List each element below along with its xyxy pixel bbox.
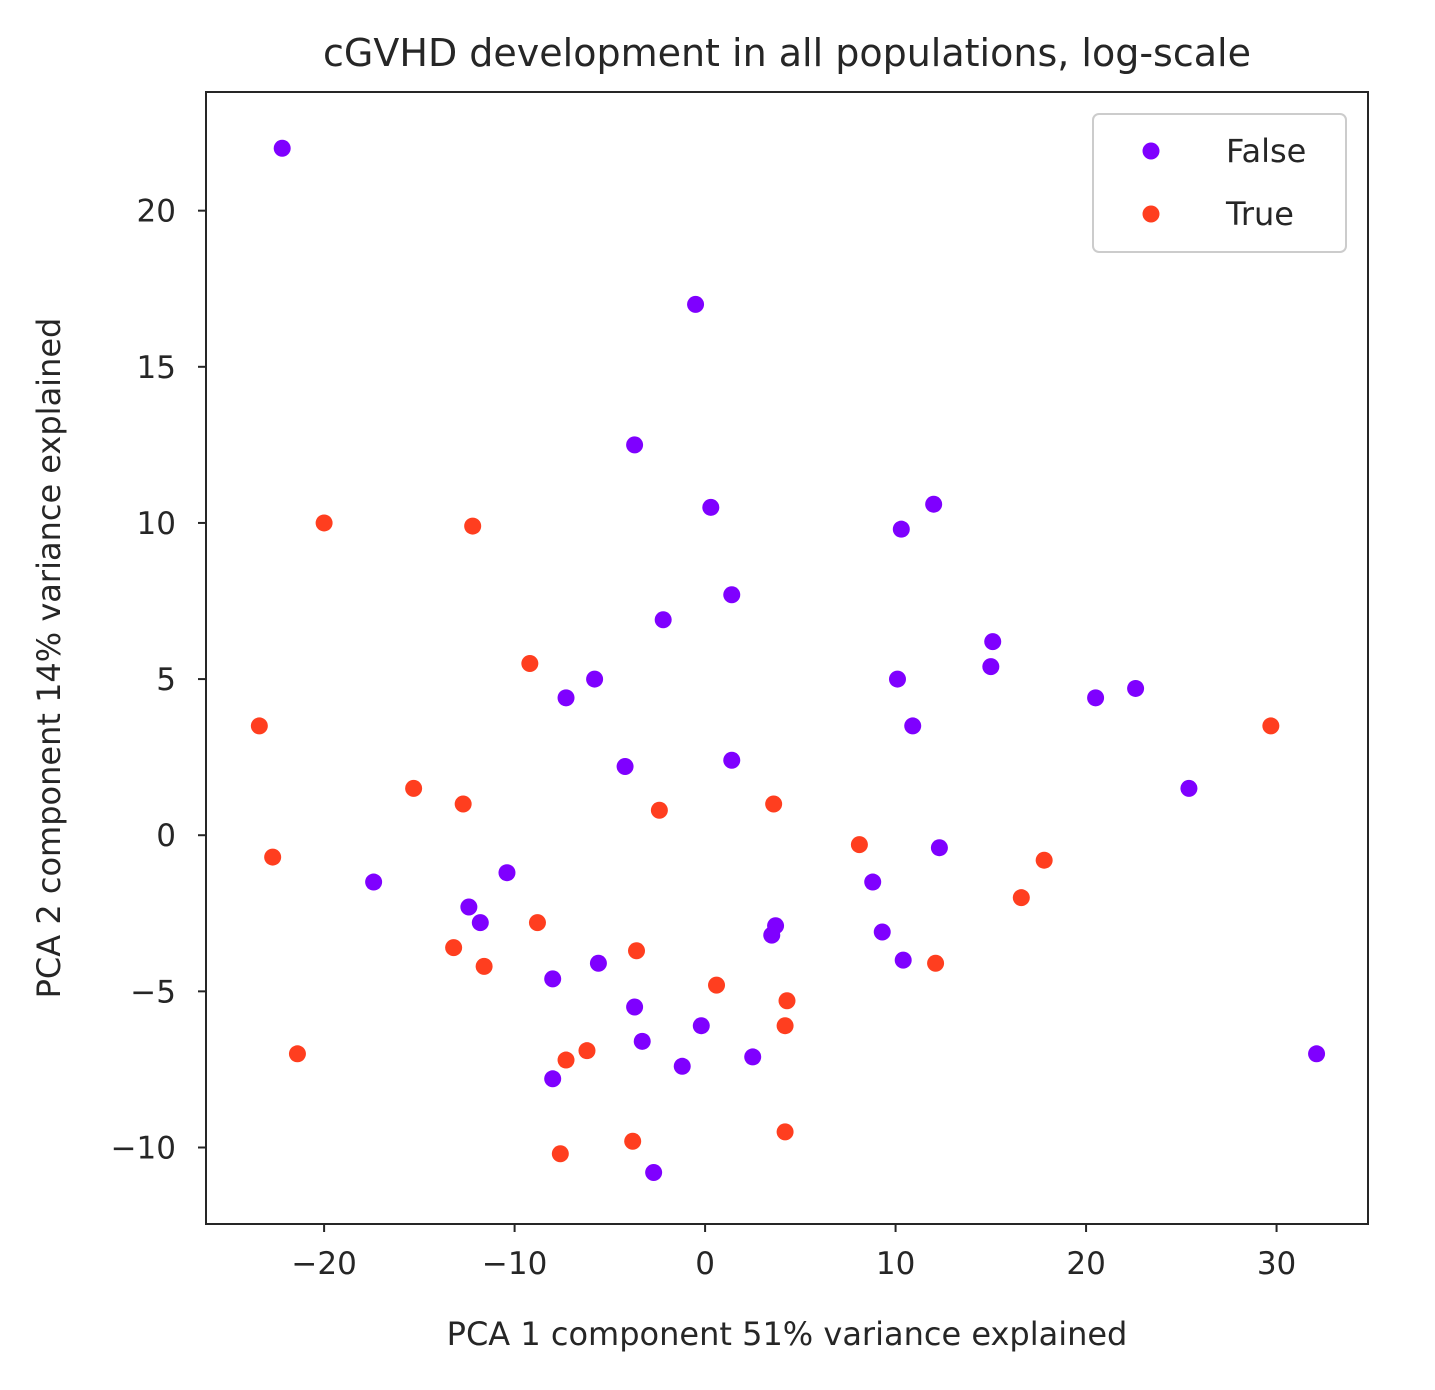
- data-point: [864, 873, 882, 891]
- data-point: [498, 864, 516, 882]
- y-axis-ticks: −10 −5 0 5 10 15 20: [111, 194, 206, 1166]
- data-point: [850, 836, 868, 854]
- data-point: [673, 1057, 691, 1075]
- legend: False True: [1092, 113, 1347, 253]
- data-point: [650, 801, 668, 819]
- legend-label-true: True: [1225, 195, 1294, 233]
- x-axis-label: PCA 1 component 51% variance explained: [447, 1315, 1128, 1353]
- data-point: [626, 436, 644, 454]
- data-point: [405, 779, 423, 797]
- data-point: [930, 839, 948, 857]
- data-points: [250, 139, 1326, 1181]
- x-tick-label: −20: [291, 1246, 356, 1282]
- x-tick-label: 10: [876, 1246, 915, 1282]
- data-point: [744, 1048, 762, 1066]
- data-point: [578, 1042, 596, 1060]
- data-point: [1127, 679, 1145, 697]
- data-point: [521, 654, 539, 672]
- x-tick-label: 20: [1066, 1246, 1105, 1282]
- legend-marker-false: [1142, 142, 1160, 160]
- series-true-points: [250, 514, 1280, 1163]
- data-point: [633, 1032, 651, 1050]
- x-axis-ticks: −20 −10 0 10 20 30: [291, 1224, 1296, 1282]
- data-point: [475, 957, 493, 975]
- data-point: [984, 633, 1002, 651]
- data-point: [723, 751, 741, 769]
- data-point: [708, 976, 726, 994]
- data-point: [624, 1132, 642, 1150]
- legend-box: [1092, 113, 1347, 253]
- data-point: [1308, 1045, 1326, 1063]
- data-point: [288, 1045, 306, 1063]
- data-point: [892, 520, 910, 538]
- data-point: [1180, 779, 1198, 797]
- data-point: [586, 670, 604, 688]
- x-tick-label: 30: [1257, 1246, 1296, 1282]
- data-point: [616, 758, 634, 776]
- y-tick-label: 5: [156, 662, 176, 698]
- data-point: [925, 495, 943, 513]
- data-point: [1262, 717, 1280, 735]
- data-point: [888, 670, 906, 688]
- data-point: [894, 951, 912, 969]
- data-point: [776, 1017, 794, 1035]
- x-tick-label: 0: [695, 1246, 715, 1282]
- y-tick-label: −5: [130, 974, 176, 1010]
- data-point: [645, 1163, 663, 1181]
- data-point: [557, 1051, 575, 1069]
- data-point: [365, 873, 383, 891]
- data-point: [589, 954, 607, 972]
- y-tick-label: 15: [137, 350, 176, 386]
- data-point: [315, 514, 333, 532]
- x-tick-label: −10: [482, 1246, 547, 1282]
- data-point: [528, 914, 546, 932]
- data-point: [765, 795, 783, 813]
- y-tick-label: −10: [111, 1130, 176, 1166]
- data-point: [904, 717, 922, 735]
- chart-title: cGVHD development in all populations, lo…: [323, 31, 1251, 75]
- series-false-points: [273, 139, 1326, 1181]
- legend-label-false: False: [1226, 132, 1306, 170]
- data-point: [776, 1123, 794, 1141]
- data-point: [654, 611, 672, 629]
- data-point: [628, 942, 646, 960]
- y-tick-label: 0: [156, 818, 176, 854]
- data-point: [464, 517, 482, 535]
- data-point: [471, 914, 489, 932]
- data-point: [702, 498, 720, 516]
- data-point: [551, 1145, 569, 1163]
- data-point: [687, 295, 705, 313]
- data-point: [982, 658, 1000, 676]
- data-point: [250, 717, 268, 735]
- data-point: [1035, 851, 1053, 869]
- plot-frame: [205, 91, 1369, 1225]
- data-point: [544, 1070, 562, 1088]
- data-point: [692, 1017, 710, 1035]
- y-axis-label: PCA 2 component 14% variance explained: [30, 318, 68, 999]
- data-point: [454, 795, 472, 813]
- y-tick-label: 20: [137, 194, 176, 230]
- data-point: [264, 848, 282, 866]
- data-point: [778, 992, 796, 1010]
- data-point: [273, 139, 291, 157]
- data-point: [460, 898, 478, 916]
- data-point: [445, 939, 463, 957]
- data-point: [544, 970, 562, 988]
- y-tick-label: 10: [137, 506, 176, 542]
- data-point: [1012, 889, 1030, 907]
- data-point: [763, 926, 781, 944]
- data-point: [873, 923, 891, 941]
- data-point: [557, 689, 575, 707]
- data-point: [723, 586, 741, 604]
- data-point: [626, 998, 644, 1016]
- legend-marker-true: [1142, 205, 1160, 223]
- data-point: [1087, 689, 1105, 707]
- data-point: [927, 954, 945, 972]
